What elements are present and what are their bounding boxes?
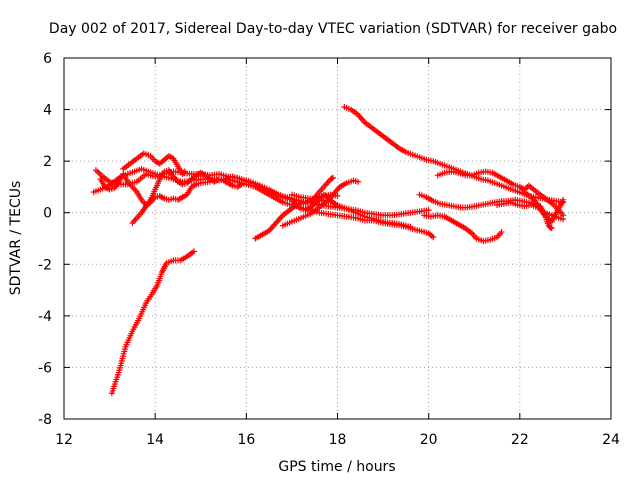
series-arc-11	[288, 191, 414, 230]
x-tick-labels: 12 14 16 18 20 22 24	[55, 432, 620, 448]
x-axis-label: GPS time / hours	[278, 459, 395, 475]
x-tick-label: 12	[55, 432, 73, 448]
y-tick-label: -6	[38, 360, 52, 376]
data-point	[180, 169, 187, 176]
y-tick-label: 0	[43, 206, 52, 222]
data-point	[547, 224, 554, 231]
x-tick-label: 22	[511, 432, 529, 448]
data-point	[430, 234, 437, 241]
y-tick-label: 4	[43, 103, 52, 119]
y-tick-labels: -8 -6 -4 -2 0 2 4 6	[38, 51, 52, 428]
data-point	[560, 216, 567, 223]
y-axis-label: SDTVAR / TECUs	[8, 181, 24, 296]
y-tick-label: 6	[43, 51, 52, 67]
x-tick-label: 14	[146, 432, 164, 448]
data-point	[334, 192, 341, 199]
y-tick-label: -2	[38, 257, 52, 273]
series-arc-15	[421, 212, 505, 245]
x-tick-label: 24	[602, 432, 620, 448]
data-point	[329, 174, 336, 181]
data-point	[328, 175, 335, 182]
grid	[64, 58, 611, 419]
series-arc-9	[279, 177, 362, 229]
series-arc-17	[521, 189, 567, 225]
data-point	[407, 223, 414, 230]
data-point	[548, 225, 555, 232]
data-point	[355, 178, 362, 185]
data-point	[181, 168, 188, 175]
plot-frame	[63, 57, 612, 420]
series-arc-6	[129, 167, 245, 227]
data-point	[498, 229, 505, 236]
data-point	[190, 248, 197, 255]
x-tick-label: 20	[420, 432, 438, 448]
y-tick-label: 2	[43, 154, 52, 170]
data-point	[560, 196, 567, 203]
series-arc-4	[97, 171, 213, 208]
x-tick-label: 16	[237, 432, 255, 448]
y-tick-label: -8	[38, 412, 52, 428]
x-tick-label: 18	[329, 432, 347, 448]
data-series	[90, 103, 567, 397]
y-tick-label: -4	[38, 309, 52, 325]
series-arc-1	[108, 248, 197, 397]
data-point	[238, 181, 245, 188]
series-arc-5	[120, 150, 188, 178]
data-point	[425, 207, 432, 214]
series-arc-13	[434, 168, 567, 219]
chart-title: Day 002 of 2017, Sidereal Day-to-day VTE…	[49, 21, 617, 37]
